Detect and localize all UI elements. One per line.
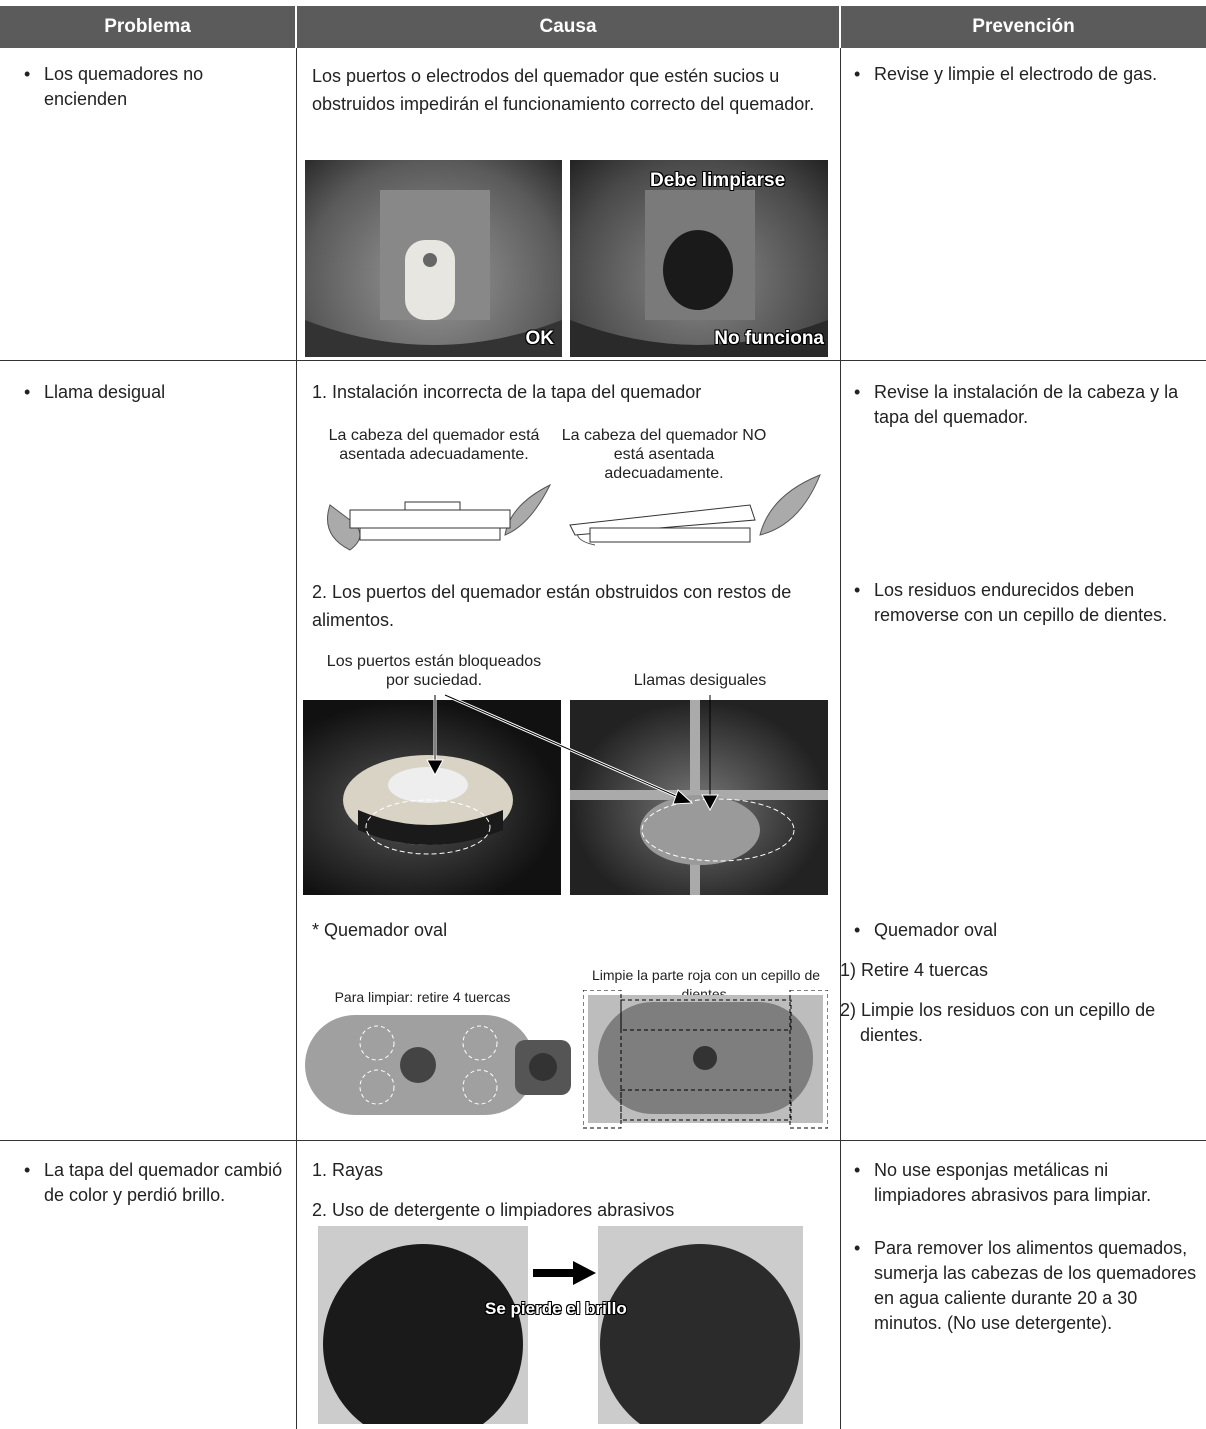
prevention: Los residuos endurecidos deben removerse… — [852, 578, 1204, 628]
caption: La cabeza del quemador NO está asentada … — [561, 427, 767, 482]
caption: La cabeza del quemador está asentada ade… — [328, 427, 540, 463]
row-divider — [0, 1140, 1206, 1141]
caption: Para limpiar: retire 4 tuercas — [334, 989, 511, 1005]
oval-burner-photo — [583, 990, 828, 1129]
photo: OK — [305, 160, 562, 357]
header-cell: Causa — [297, 6, 839, 48]
cause: Los puertos o electrodos del quemador qu… — [312, 66, 815, 114]
burner-drawing — [327, 474, 821, 551]
caption: Los puertos están bloqueados por sucieda… — [326, 653, 542, 689]
photo — [318, 1226, 528, 1424]
prevention: Quemador oval — [852, 918, 1204, 943]
prevention: No use esponjas metálicas ni limpiadores… — [852, 1158, 1174, 1208]
photo-art — [570, 190, 828, 357]
column-divider — [296, 48, 297, 1429]
oval-burner-photo — [305, 1015, 571, 1115]
cause: 1. Instalación incorrecta de la tapa del… — [312, 382, 702, 402]
photo-art — [323, 1244, 523, 1424]
photo-label: Debe limpiarse — [650, 170, 786, 191]
cause: 2. Los puertos del quemador están obstru… — [312, 582, 792, 630]
arrows — [426, 693, 719, 812]
arrow — [533, 1261, 596, 1285]
header-cell: Prevención — [841, 6, 1206, 48]
prevention-step: 2) Limpie los residuos con un cepillo de… — [840, 1000, 1156, 1045]
photo — [570, 700, 828, 895]
photo-art — [570, 700, 828, 895]
caption: Llamas desiguales — [633, 672, 767, 689]
header-cell: Problema — [0, 6, 295, 48]
column-divider — [840, 48, 841, 1429]
problem: Los quemadores no encienden — [22, 62, 284, 112]
photo-art — [305, 190, 562, 357]
problem: La tapa del quemador cambió de color y p… — [22, 1158, 294, 1208]
photo-label: OK — [525, 328, 555, 349]
cause: * Quemador oval — [312, 920, 448, 940]
problem: Llama desigual — [22, 380, 294, 405]
photo: Debe limpiarse No funciona — [570, 160, 828, 357]
row-divider — [0, 360, 1206, 361]
photo-art — [600, 1244, 800, 1424]
photo-label: Se pierde el brillo — [485, 1299, 627, 1318]
prevention: Revise la instalación de la cabeza y la … — [852, 380, 1206, 430]
photo-label: No funciona — [714, 328, 824, 349]
cause: 2. Uso de detergente o limpiadores abras… — [312, 1200, 675, 1220]
prevention: Para remover los alimentos quemados, sum… — [852, 1236, 1204, 1336]
photo — [598, 1226, 803, 1424]
cause: 1. Rayas — [312, 1160, 384, 1180]
photo — [303, 700, 561, 895]
prevention-step: 1) Retire 4 tuercas — [840, 960, 989, 980]
photo-art — [343, 755, 513, 855]
prevention: Revise y limpie el electrodo de gas. — [852, 62, 1204, 87]
